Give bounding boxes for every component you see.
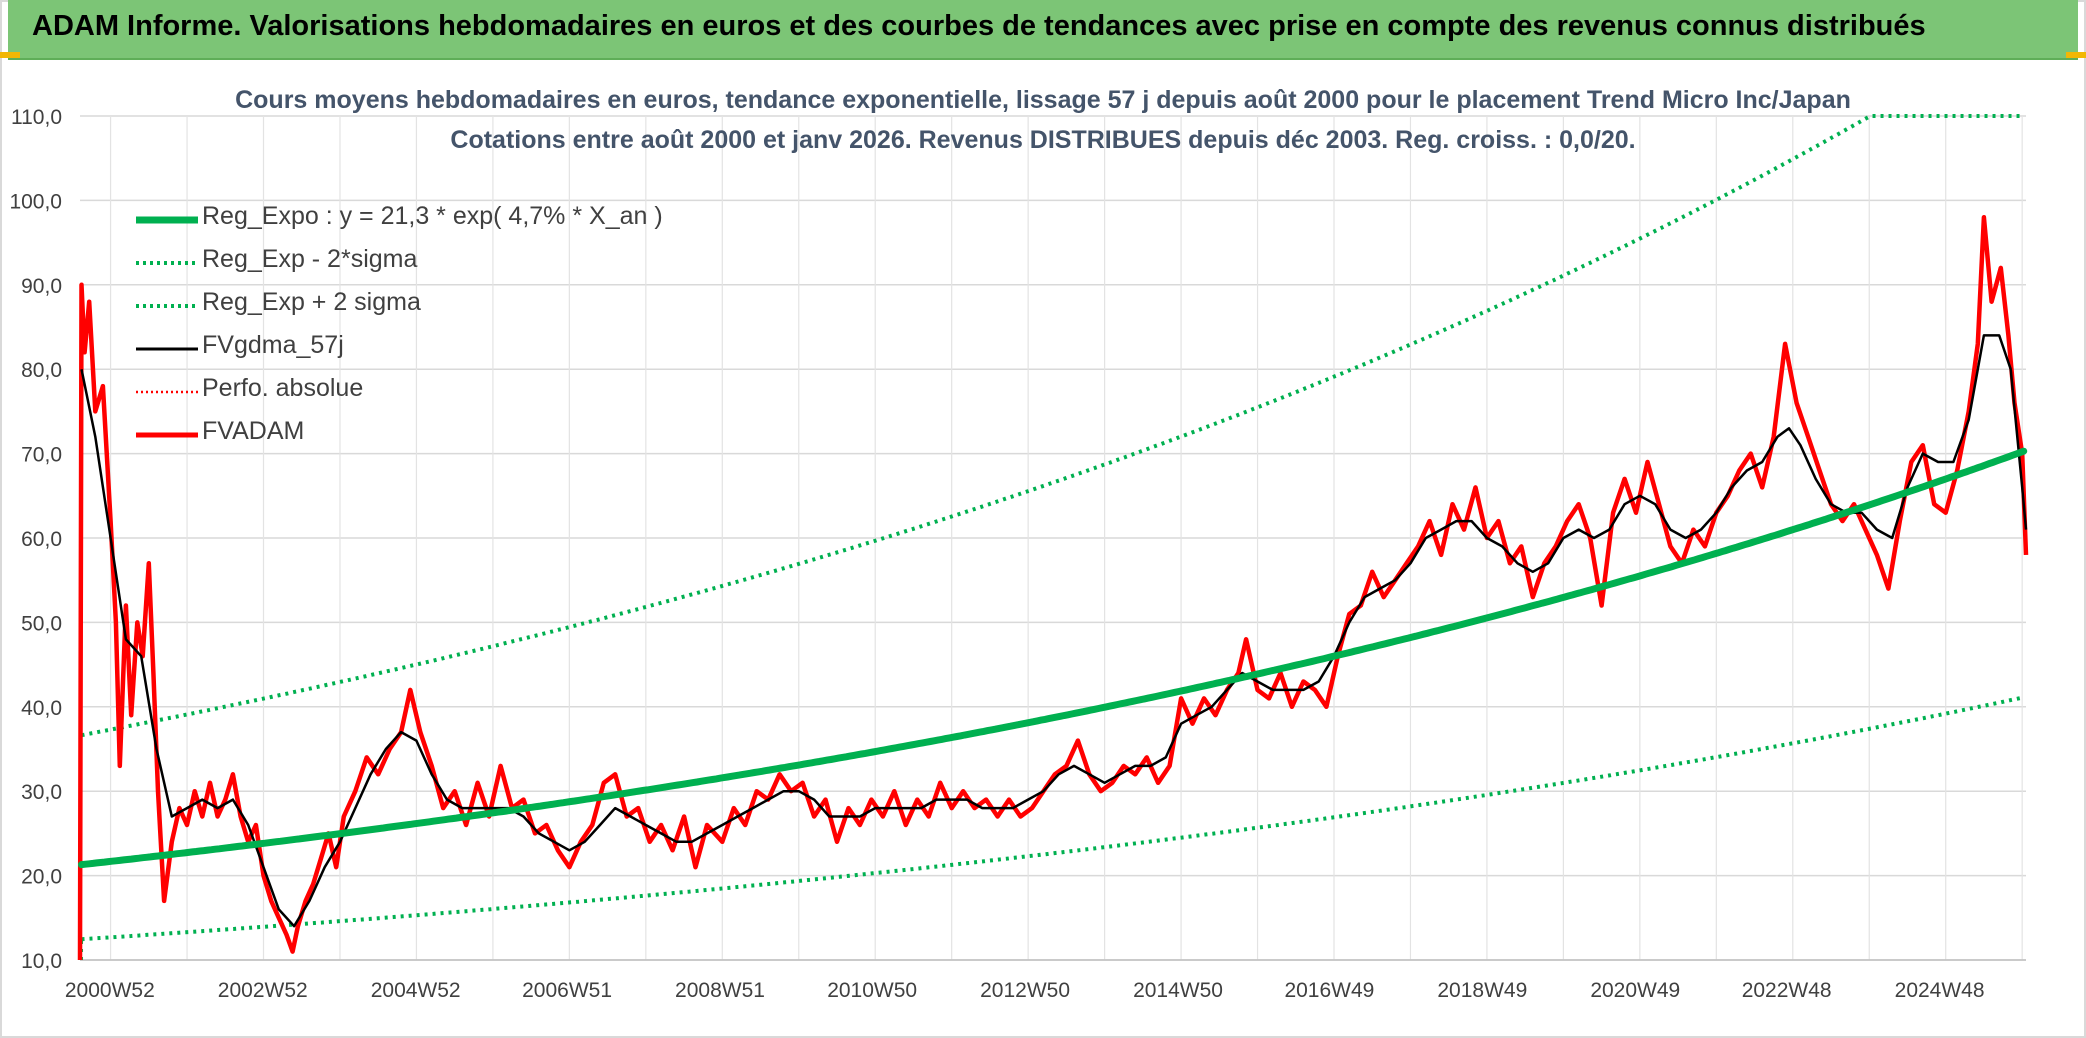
legend-swatch-reg-exp-plus bbox=[136, 304, 198, 308]
y-tick-label: 60,0 bbox=[21, 528, 62, 551]
x-tick-label: 2004W52 bbox=[371, 979, 461, 1002]
legend-swatch-reg-exp-minus bbox=[136, 261, 198, 265]
chart-title-line1: Cours moyens hebdomadaires en euros, ten… bbox=[235, 86, 1851, 114]
legend-swatch-reg-expo bbox=[136, 216, 198, 224]
x-tick-label: 2000W52 bbox=[65, 979, 155, 1002]
legend-label-perfo: Perfo. absolue bbox=[202, 374, 364, 402]
chart-legend: Reg_Expo : y = 21,3 * exp( 4,7% * X_an )… bbox=[136, 200, 696, 458]
legend-item-fvadam: FVADAM bbox=[136, 415, 696, 458]
x-tick-label: 2022W48 bbox=[1742, 979, 1832, 1002]
x-tick-label: 2012W50 bbox=[980, 979, 1070, 1002]
legend-label-reg-exp-minus: Reg_Exp - 2*sigma bbox=[202, 245, 418, 273]
series-reg-exp-plus-2-sigma bbox=[81, 114, 2024, 738]
x-tick-label: 2016W49 bbox=[1284, 979, 1374, 1002]
legend-item-reg-expo: Reg_Expo : y = 21,3 * exp( 4,7% * X_an ) bbox=[136, 200, 696, 243]
y-tick-label: 10,0 bbox=[21, 950, 62, 973]
banner-corner-right bbox=[2066, 52, 2086, 58]
series-reg-expo bbox=[78, 447, 2028, 869]
x-tick-label: 2024W48 bbox=[1895, 979, 1985, 1002]
chart-series bbox=[77, 114, 2029, 961]
x-tick-label: 2014W50 bbox=[1133, 979, 1223, 1002]
x-tick-label: 2010W50 bbox=[827, 979, 917, 1002]
x-axis-ticks: 2000W52 2002W52 2004W52 2006W51 2008W51 2010W… bbox=[65, 979, 1985, 1002]
series-reg-exp-minus-2-sigma bbox=[81, 695, 2025, 942]
banner-title: ADAM Informe. Valorisations hebdomadaire… bbox=[32, 10, 1926, 42]
legend-label-reg-expo: Reg_Expo : y = 21,3 * exp( 4,7% * X_an ) bbox=[202, 202, 663, 230]
series-fvadam bbox=[77, 215, 2029, 961]
banner-corner-left bbox=[0, 52, 20, 58]
y-tick-label: 100,0 bbox=[9, 190, 62, 213]
legend-swatch-fvgdma bbox=[136, 347, 198, 351]
legend-swatch-fvadam bbox=[136, 432, 198, 438]
x-tick-label: 2002W52 bbox=[218, 979, 308, 1002]
x-tick-label: 2020W49 bbox=[1590, 979, 1680, 1002]
legend-item-reg-exp-minus: Reg_Exp - 2*sigma bbox=[136, 243, 696, 286]
x-tick-label: 2008W51 bbox=[675, 979, 765, 1002]
y-tick-label: 90,0 bbox=[21, 275, 62, 298]
y-tick-label: 70,0 bbox=[21, 444, 62, 467]
y-tick-label: 110,0 bbox=[11, 106, 62, 129]
y-tick-label: 30,0 bbox=[21, 781, 62, 804]
y-tick-label: 80,0 bbox=[21, 359, 62, 382]
legend-item-perfo: Perfo. absolue bbox=[136, 372, 696, 415]
x-tick-label: 2018W49 bbox=[1437, 979, 1527, 1002]
report-banner: ADAM Informe. Valorisations hebdomadaire… bbox=[8, 0, 2078, 60]
x-tick-label: 2006W51 bbox=[522, 979, 612, 1002]
legend-item-fvgdma: FVgdma_57j bbox=[136, 329, 696, 372]
series-fvgdma-57j bbox=[80, 334, 2028, 928]
legend-label-fvgdma: FVgdma_57j bbox=[202, 331, 344, 359]
y-tick-label: 40,0 bbox=[21, 697, 62, 720]
legend-swatch-perfo bbox=[136, 390, 198, 394]
y-tick-label: 50,0 bbox=[21, 612, 62, 635]
chart-title-line2: Cotations entre août 2000 et janv 2026. … bbox=[450, 126, 1636, 154]
legend-label-fvadam: FVADAM bbox=[202, 417, 305, 445]
y-axis-ticks: 10,0 20,0 30,0 40,0 50,0 60,0 70,0 80,0 90,0 100,… bbox=[9, 106, 62, 973]
y-tick-label: 20,0 bbox=[21, 866, 62, 889]
legend-label-reg-exp-plus: Reg_Exp + 2 sigma bbox=[202, 288, 421, 316]
legend-item-reg-exp-plus: Reg_Exp + 2 sigma bbox=[136, 286, 696, 329]
